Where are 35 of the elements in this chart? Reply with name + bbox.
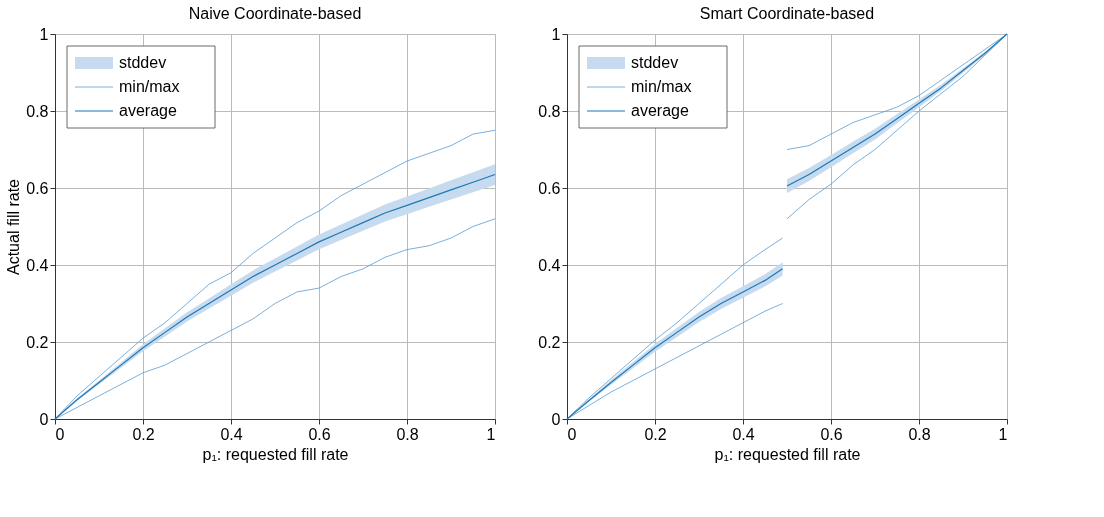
x-tick-label: 0.2 <box>132 425 155 443</box>
x-tick-label: 0.4 <box>732 425 755 443</box>
x-tick-label: 0.8 <box>396 425 419 443</box>
x-tick-label: 1 <box>486 425 496 443</box>
legend-label: min/max <box>119 78 180 95</box>
x-tick-label: 0.4 <box>220 425 243 443</box>
y-tick-label: 0.2 <box>538 333 561 351</box>
y-tick-label: 0 <box>551 410 561 428</box>
x-axis-title: p₁: requested fill rate <box>714 445 861 463</box>
chart-title: Naive Coordinate-based <box>188 5 362 22</box>
y-axis-title: Actual fill rate <box>5 178 23 276</box>
y-tick-label: 0.4 <box>538 256 561 274</box>
x-tick-label: 0.8 <box>908 425 931 443</box>
chart-title: Smart Coordinate-based <box>699 5 875 22</box>
y-tick-label: 1 <box>39 25 49 43</box>
y-tick-label: 0.6 <box>538 179 561 197</box>
y-tick-label: 0.2 <box>26 333 49 351</box>
y-tick-label: 0.8 <box>26 102 49 120</box>
x-axis-title: p₁: requested fill rate <box>202 445 349 463</box>
legend-label: min/max <box>631 78 692 95</box>
x-tick-label: 0.6 <box>308 425 331 443</box>
annotation: stddev <box>119 54 167 71</box>
legend-label: average <box>631 102 689 119</box>
x-tick-label: 0 <box>567 425 577 443</box>
y-tick-label: 0 <box>39 410 49 428</box>
x-tick-label: 0.2 <box>644 425 667 443</box>
y-tick-label: 0.6 <box>26 179 49 197</box>
legend-label: average <box>119 102 177 119</box>
x-tick-label: 0.6 <box>820 425 843 443</box>
y-tick-label: 1 <box>551 25 561 43</box>
y-tick-label: 0.4 <box>26 256 49 274</box>
x-tick-label: 0 <box>55 425 65 443</box>
y-tick-label: 0.8 <box>538 102 561 120</box>
annotation: stddev <box>631 54 679 71</box>
x-tick-label: 1 <box>998 425 1008 443</box>
